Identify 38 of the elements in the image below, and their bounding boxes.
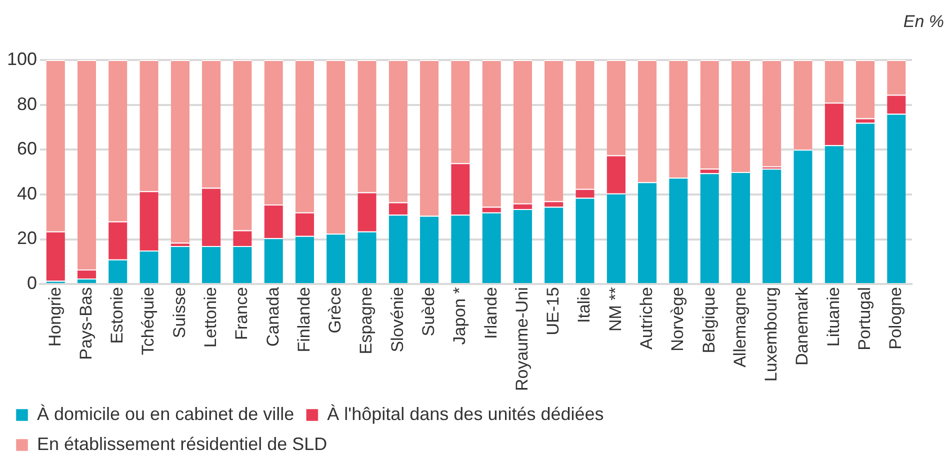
x-tick-label: NM ** bbox=[606, 286, 625, 332]
x-tick-label: Tchéquie bbox=[138, 287, 158, 356]
x-tick-label: Finlande bbox=[294, 287, 314, 352]
x-tick-label: Pologne bbox=[886, 287, 906, 350]
legend-label: À domicile ou en cabinet de ville bbox=[37, 404, 294, 424]
x-tick-label: Canada bbox=[263, 286, 282, 347]
x-tick-label: Suède bbox=[418, 287, 438, 336]
y-tick-label: 100 bbox=[6, 48, 38, 69]
y-tick-label: 60 bbox=[17, 138, 38, 159]
x-tick-label: Luxembourg bbox=[762, 287, 781, 382]
x-tick-label: Irlande bbox=[481, 287, 500, 340]
x-tick-label: UE-15 bbox=[544, 287, 563, 336]
x-tick-label: Italie bbox=[574, 287, 594, 323]
x-tick-label: Lettonie bbox=[201, 287, 220, 348]
x-tick-label: Lituanie bbox=[824, 287, 843, 347]
y-tick-label: 40 bbox=[17, 183, 38, 204]
x-tick-label: Belgique bbox=[699, 287, 718, 354]
x-tick-label: Portugal bbox=[854, 287, 874, 350]
x-tick-label: Slovénie bbox=[388, 287, 407, 352]
y-tick-label: 0 bbox=[27, 273, 38, 294]
x-tick-label: Estonie bbox=[108, 287, 127, 344]
x-tick-label: Grèce bbox=[326, 287, 345, 334]
x-tick-label: Norvège bbox=[668, 287, 688, 352]
y-tick-label: 80 bbox=[17, 94, 38, 114]
x-tick-label: Danemark bbox=[792, 286, 812, 366]
x-tick-label: Royaume-Uni bbox=[512, 287, 532, 392]
legend-label: À l'hôpital dans des unités dédiées bbox=[327, 404, 604, 424]
x-tick-label: Autriche bbox=[636, 287, 656, 350]
legend-label: En établissement résidentiel de SLD bbox=[37, 434, 328, 454]
y-tick-label: 20 bbox=[17, 228, 38, 248]
x-tick-label: Pays-Bas bbox=[76, 287, 96, 360]
x-tick-label: France bbox=[232, 287, 252, 340]
x-tick-label: Japon * bbox=[450, 286, 470, 345]
x-tick-label: Allemagne bbox=[730, 287, 750, 368]
x-tick-label: Suisse bbox=[170, 287, 189, 338]
x-tick-label: Hongrie bbox=[45, 287, 64, 347]
x-tick-label: Espagne bbox=[356, 287, 376, 354]
text: En % bbox=[903, 12, 944, 32]
